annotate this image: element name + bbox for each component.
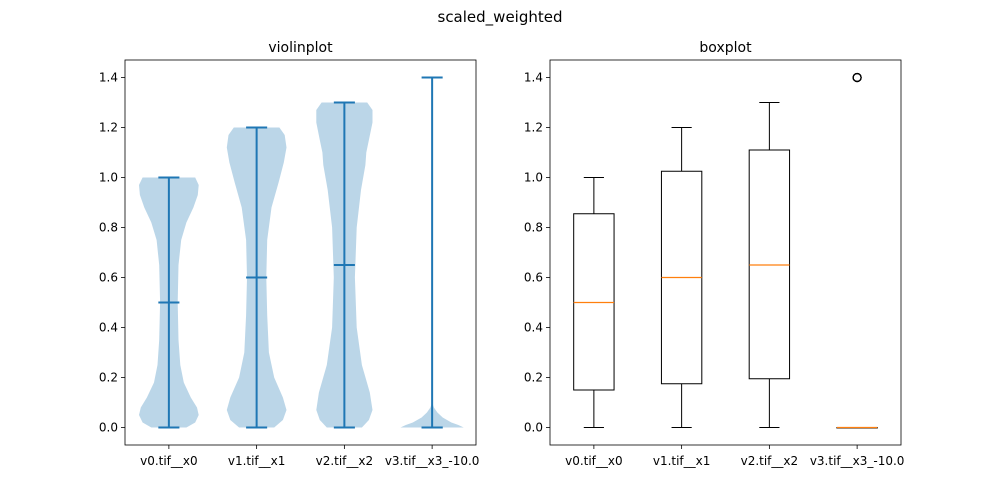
y-tick-label: 0.8 (99, 221, 118, 235)
y-tick-label: 0.4 (524, 321, 543, 335)
y-tick-label: 0.8 (524, 221, 543, 235)
y-tick-label: 0.2 (99, 371, 118, 385)
x-tick-label: v2.tif__x2 (741, 454, 799, 468)
y-tick-label: 1.0 (524, 171, 543, 185)
violinplot-panel: violinplot 0.0 0.2 0.4 0.6 0.8 1.0 1.2 1.4 v0.tif… (99, 40, 480, 468)
box-flier-point (852, 72, 862, 83)
x-tick-label: v0.tif__x0 (140, 454, 198, 468)
x-tick-label: v2.tif__x2 (316, 454, 374, 468)
y-tick-label: 1.0 (99, 171, 118, 185)
figure-suptitle: scaled_weighted (438, 8, 563, 27)
x-tick-label: v1.tif__x1 (228, 454, 286, 468)
x-tick-label: v0.tif__x0 (565, 454, 623, 468)
y-tick-label: 1.2 (99, 121, 118, 135)
box-body (573, 213, 615, 391)
boxplot-title: boxplot (699, 40, 752, 56)
axes-frame (549, 59, 902, 446)
y-tick-label: 0.6 (99, 271, 118, 285)
violinplot-title: violinplot (268, 40, 333, 56)
boxplot-panel: boxplot 0.0 0.2 0.4 0.6 0.8 1.0 1.2 1.4 v0.tif__x… (524, 40, 905, 468)
axes-frame (124, 59, 477, 446)
y-tick-label: 1.4 (99, 71, 118, 85)
y-tick-label: 0.2 (524, 371, 543, 385)
y-tick-label: 0.0 (99, 421, 118, 435)
x-tick-label: v3.tif__x3_-10.0 (385, 454, 480, 468)
x-tick-label: v1.tif__x1 (653, 454, 711, 468)
y-tick-label: 1.4 (524, 71, 543, 85)
box-body (748, 149, 791, 380)
y-tick-label: 1.2 (524, 121, 543, 135)
x-tick-label: v3.tif__x3_-10.0 (810, 454, 905, 468)
y-tick-label: 0.4 (99, 321, 118, 335)
y-tick-label: 0.0 (524, 421, 543, 435)
y-tick-label: 0.6 (524, 271, 543, 285)
